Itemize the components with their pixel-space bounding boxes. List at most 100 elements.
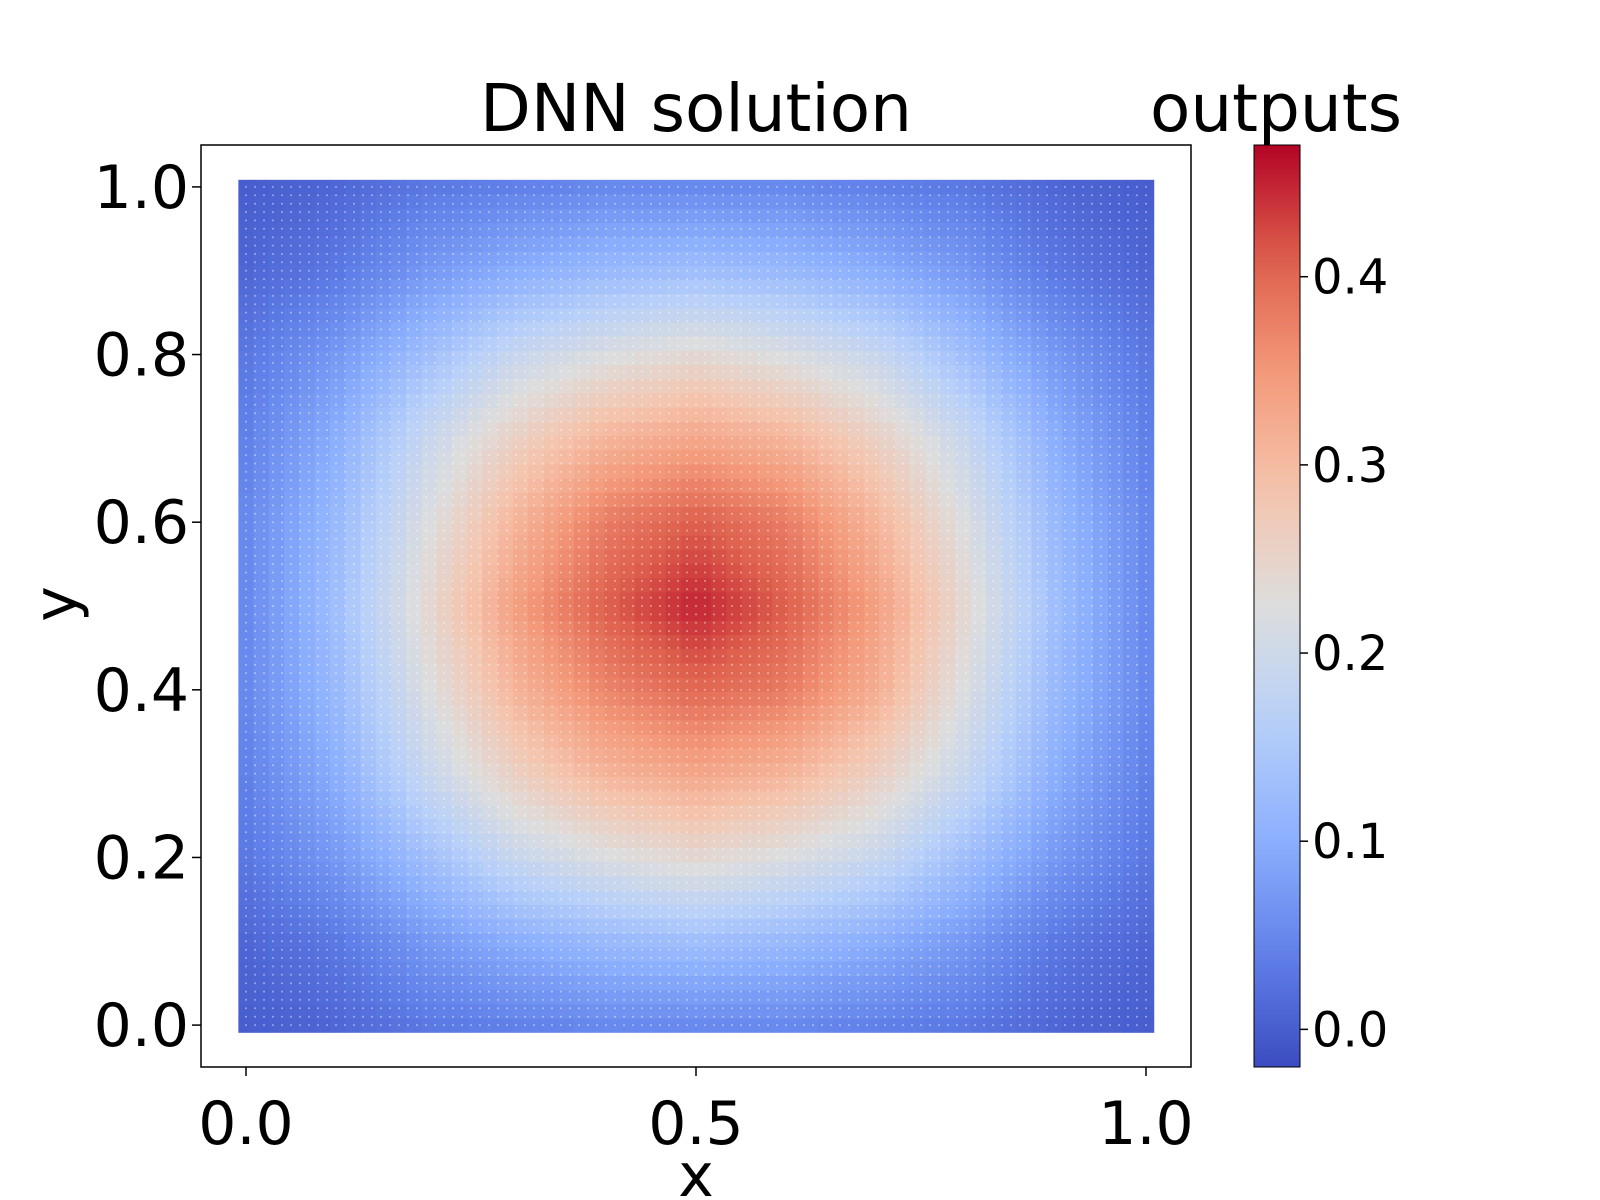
heatmap-cell [741,847,758,863]
heatmap-cell [757,1017,773,1033]
heatmap-cell [802,677,819,692]
heatmap-cell [665,208,682,224]
heatmap-cell [787,591,804,607]
heatmap-cell [604,847,621,863]
heatmap-cell [268,819,285,834]
heatmap-cell [451,250,468,266]
heatmap-cell [726,250,743,266]
heatmap-cell [955,236,972,252]
heatmap-cell [284,847,300,863]
heatmap-cell [573,875,590,891]
heatmap-cell [802,563,819,579]
heatmap-cell [451,946,468,962]
heatmap-cell [299,677,316,692]
heatmap-cell [543,591,560,607]
heatmap-cell [1123,847,1139,863]
heatmap-cell [696,705,712,721]
heatmap-cell [451,804,468,820]
heatmap-cell [833,577,850,593]
heatmap-cell [1138,265,1155,280]
heatmap-cell [772,236,789,252]
heatmap-cell [726,847,743,863]
heatmap-cell [940,591,956,607]
heatmap-cell [1031,918,1048,934]
heatmap-cell [1107,776,1124,792]
heatmap-cell [634,492,651,508]
heatmap-cell [1016,847,1033,863]
heatmap-cell [955,890,972,905]
heatmap-cell [1016,748,1033,763]
heatmap-cell [406,904,423,920]
heatmap-cell [482,932,499,948]
heatmap-cell [955,1017,972,1033]
heatmap-cell [589,563,606,579]
heatmap-cell [909,407,926,422]
heatmap-cell [1062,421,1078,437]
heatmap-cell [741,265,758,280]
heatmap-cell [436,961,453,976]
heatmap-cell [497,790,514,806]
heatmap-cell [741,918,758,934]
heatmap-cell [329,662,346,678]
heatmap-cell [833,904,850,920]
heatmap-cell [757,776,773,792]
heatmap-cell [757,407,773,422]
heatmap-cell [634,961,651,976]
heatmap-cell [314,378,331,394]
heatmap-cell [284,293,300,309]
heatmap-cell [1031,1017,1048,1033]
heatmap-cell [268,577,285,593]
heatmap-cell [940,748,956,763]
heatmap-cell [909,776,926,792]
heatmap-cell [741,378,758,394]
heatmap-cell [421,861,438,877]
heatmap-cell [955,748,972,763]
heatmap-cell [1046,847,1063,863]
heatmap-cell [1107,918,1124,934]
heatmap-cell [1046,620,1063,636]
heatmap-cell [665,961,682,976]
heatmap-cell [1123,762,1139,778]
heatmap-cell [833,534,850,550]
heatmap-cell [1001,847,1017,863]
heatmap-cell [573,961,590,976]
heatmap-cell [619,989,636,1005]
heatmap-cell [284,449,300,465]
heatmap-cell [940,705,956,721]
heatmap-cell [833,279,850,295]
heatmap-cell [314,932,331,948]
heatmap-cell [985,875,1002,891]
heatmap-cell [528,321,545,337]
heatmap-cell [1107,421,1124,437]
heatmap-cell [894,279,911,295]
heatmap-cell [848,463,865,479]
heatmap-cell [451,733,468,749]
heatmap-cell [360,847,377,863]
heatmap-cell [1077,378,1094,394]
heatmap-cell [619,875,636,891]
heatmap-cell [940,847,956,863]
heatmap-cell [314,307,331,323]
heatmap-cell [894,918,911,934]
heatmap-cell [665,222,682,238]
heatmap-cell [238,1017,255,1033]
heatmap-cell [528,492,545,508]
heatmap-cell [558,719,575,735]
heatmap-cell [482,875,499,891]
heatmap-cell [1107,904,1124,920]
heatmap-cell [711,407,728,422]
heatmap-cell [528,634,545,650]
heatmap-cell [573,918,590,934]
heatmap-cell [848,435,865,451]
heatmap-cell [802,407,819,422]
heatmap-cell [253,236,270,252]
heatmap-cell [253,378,270,394]
heatmap-cell [1031,321,1048,337]
heatmap-cell [436,847,453,863]
heatmap-cell [238,606,255,621]
heatmap-cell [848,790,865,806]
heatmap-cell [421,932,438,948]
heatmap-cell [680,932,697,948]
heatmap-cell [253,1017,270,1033]
heatmap-cell [375,606,392,621]
